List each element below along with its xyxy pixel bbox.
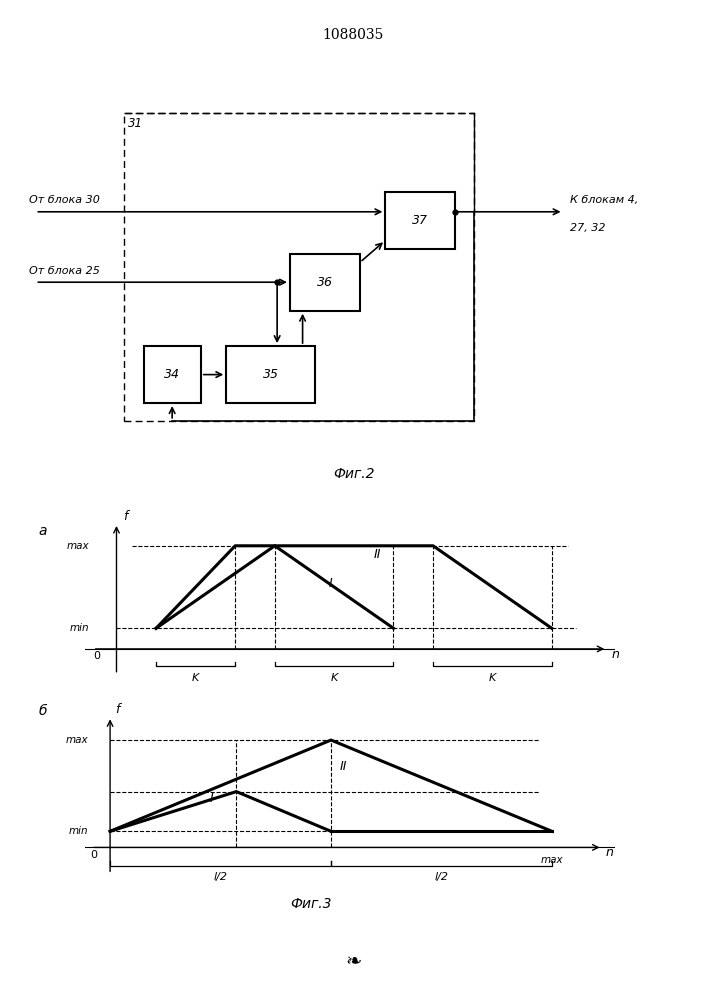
Text: max: max [65, 735, 88, 745]
Text: K: K [192, 673, 199, 683]
Text: 35: 35 [263, 368, 279, 381]
Bar [226, 346, 315, 403]
Text: 1088035: 1088035 [323, 28, 384, 42]
Text: min: min [69, 623, 89, 633]
Bar [385, 192, 455, 249]
Text: От блока 30: От блока 30 [29, 195, 100, 205]
Bar [290, 254, 360, 311]
Text: 34: 34 [164, 368, 180, 381]
Text: I: I [328, 577, 332, 590]
Text: 27, 32: 27, 32 [570, 223, 605, 233]
Text: n: n [611, 648, 619, 661]
Text: l/2: l/2 [435, 872, 448, 882]
Text: ❧: ❧ [345, 952, 362, 972]
Text: I: I [209, 792, 213, 805]
Text: K: K [330, 673, 338, 683]
Text: II: II [374, 548, 381, 561]
Text: 31: 31 [128, 117, 143, 130]
Text: К блокам 4,: К блокам 4, [570, 195, 638, 205]
Text: 36: 36 [317, 276, 333, 289]
Text: f: f [123, 510, 127, 523]
Text: max: max [541, 855, 563, 865]
Text: n: n [606, 846, 614, 859]
Text: б: б [39, 704, 47, 718]
Text: Фиг.3: Фиг.3 [291, 897, 332, 911]
Text: max: max [66, 541, 89, 551]
Text: От блока 25: От блока 25 [29, 266, 100, 276]
Text: f: f [115, 703, 119, 716]
Text: 37: 37 [412, 214, 428, 227]
Text: min: min [69, 826, 88, 836]
Text: 0: 0 [93, 651, 100, 661]
Bar [144, 346, 201, 403]
Text: Фиг.2: Фиг.2 [333, 467, 374, 481]
Text: 0: 0 [90, 850, 98, 860]
Text: а: а [39, 524, 47, 538]
Text: K: K [489, 673, 496, 683]
Bar [124, 113, 474, 421]
Text: l/2: l/2 [214, 872, 228, 882]
Text: II: II [340, 760, 347, 773]
